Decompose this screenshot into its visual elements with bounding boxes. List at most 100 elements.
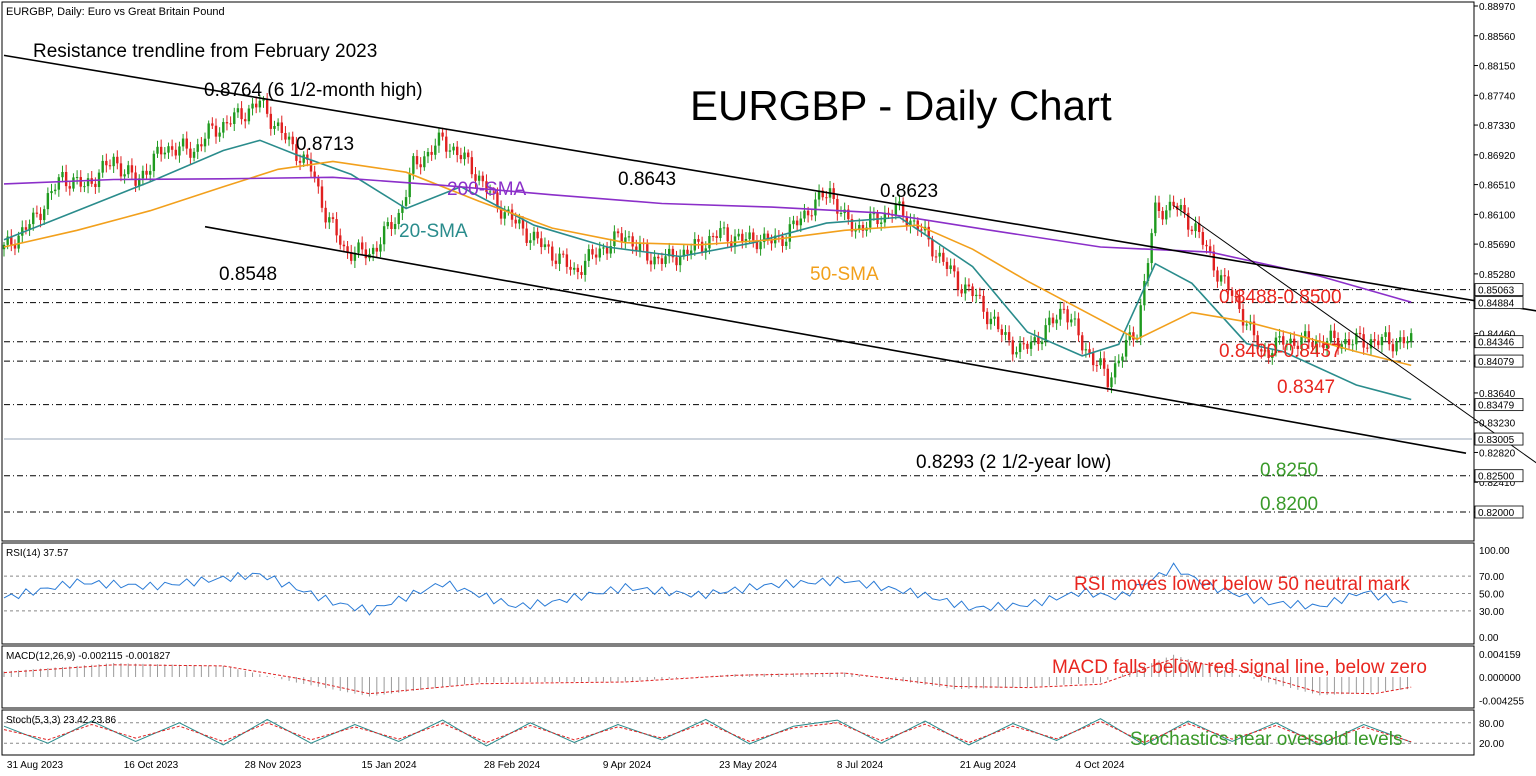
candle-body bbox=[1048, 317, 1051, 326]
candle-body bbox=[1143, 281, 1146, 306]
level-08347: 0.8347 bbox=[1277, 377, 1335, 398]
candle-body bbox=[901, 201, 905, 217]
candle-body bbox=[64, 171, 68, 187]
candle-body bbox=[116, 156, 119, 164]
candle-body bbox=[1329, 330, 1332, 342]
candle-body bbox=[1293, 338, 1296, 346]
candle-body bbox=[233, 112, 236, 124]
candle-body bbox=[477, 175, 481, 181]
candle-body bbox=[942, 252, 945, 262]
candle-body bbox=[1325, 341, 1329, 349]
candle-body bbox=[1340, 344, 1343, 349]
candle-body bbox=[273, 126, 276, 129]
label-08623: 0.8623 bbox=[880, 181, 938, 202]
candle-body bbox=[1336, 337, 1340, 349]
price-tag-box bbox=[1474, 335, 1524, 349]
candle-body bbox=[244, 119, 247, 122]
high-label: 0.8764 (6 1/2-month high) bbox=[204, 80, 423, 101]
candle-body bbox=[638, 242, 642, 252]
macd-note: MACD falls below red signal line, below … bbox=[1052, 657, 1427, 678]
candle-body bbox=[587, 249, 590, 261]
candle-body bbox=[1384, 332, 1387, 337]
candle-body bbox=[203, 138, 207, 147]
candle-body bbox=[931, 239, 934, 257]
candle-body bbox=[1307, 331, 1311, 343]
candle-body bbox=[262, 99, 265, 101]
candle-body bbox=[971, 286, 974, 297]
candle-body bbox=[481, 175, 485, 182]
candle-body bbox=[1373, 339, 1376, 341]
candle-body bbox=[382, 226, 386, 245]
candle-body bbox=[309, 159, 313, 172]
candle-body bbox=[759, 242, 762, 250]
label-08548: 0.8548 bbox=[219, 264, 277, 285]
candle-body bbox=[503, 212, 506, 219]
resistance-trendline bbox=[3, 54, 1536, 312]
candle-body bbox=[17, 235, 20, 249]
candle-body bbox=[386, 222, 389, 227]
candle-body bbox=[1194, 223, 1197, 232]
y-tick-label: 0.87740 bbox=[1479, 91, 1516, 102]
candle-body bbox=[441, 132, 444, 137]
price-tag-label: 0.83005 bbox=[1478, 435, 1515, 446]
y-tick-label: 0.88970 bbox=[1479, 2, 1516, 13]
rsi-tick-label: 30.00 bbox=[1479, 607, 1504, 618]
candle-body bbox=[631, 236, 634, 247]
candle-body bbox=[364, 249, 368, 259]
candle-body bbox=[1073, 318, 1077, 320]
candle-body bbox=[1344, 339, 1347, 345]
candle-body bbox=[883, 212, 887, 223]
candle-body bbox=[675, 257, 678, 266]
candle-body bbox=[960, 289, 963, 294]
rsi-panel-frame bbox=[1, 542, 1475, 645]
price-tag-box bbox=[1474, 296, 1524, 310]
candle-body bbox=[1091, 352, 1095, 366]
candle-body bbox=[222, 122, 225, 133]
candle-body bbox=[112, 156, 115, 167]
candle-body bbox=[510, 209, 514, 220]
candle-body bbox=[1234, 295, 1237, 297]
candle-body bbox=[229, 123, 232, 125]
candle-body bbox=[689, 250, 693, 254]
candle-body bbox=[605, 247, 609, 254]
candle-body bbox=[39, 213, 42, 221]
candle-body bbox=[583, 260, 587, 275]
candle-body bbox=[1303, 331, 1307, 337]
candle-body bbox=[1409, 333, 1413, 342]
candle-body bbox=[861, 224, 865, 231]
stoch-main-line bbox=[3, 718, 1412, 747]
candle-body bbox=[953, 265, 956, 272]
stoch-panel-frame bbox=[1, 709, 1475, 756]
candle-body bbox=[1113, 363, 1117, 378]
price-tag: 0.82000 bbox=[1474, 505, 1524, 519]
candle-body bbox=[163, 152, 167, 155]
x-tick-label: 21 Aug 2024 bbox=[960, 760, 1017, 771]
candle-body bbox=[189, 148, 192, 158]
candle-body bbox=[1110, 377, 1113, 388]
candle-body bbox=[291, 136, 294, 145]
candle-body bbox=[156, 146, 159, 154]
candle-body bbox=[912, 220, 916, 222]
candle-body bbox=[1311, 342, 1314, 348]
candle-body bbox=[419, 164, 422, 168]
candle-body bbox=[1230, 290, 1234, 296]
candle-body bbox=[880, 222, 883, 225]
candle-body bbox=[781, 236, 784, 246]
candle-body bbox=[616, 231, 620, 234]
candle-body bbox=[459, 155, 463, 160]
candle-body bbox=[1037, 337, 1040, 345]
candle-body bbox=[408, 173, 411, 198]
candle-body bbox=[21, 227, 24, 236]
candle-body bbox=[496, 192, 499, 208]
candle-body bbox=[1077, 318, 1080, 336]
stoch-note: Srochastics near oversold levels bbox=[1130, 729, 1402, 750]
price-tag: 0.83479 bbox=[1474, 398, 1524, 412]
sma200-label: 200-SMA bbox=[447, 179, 527, 200]
candle-body bbox=[1161, 211, 1164, 220]
candle-body bbox=[28, 224, 31, 230]
candle-body bbox=[1146, 263, 1150, 282]
candle-body bbox=[627, 236, 631, 238]
candle-body bbox=[594, 254, 598, 258]
candle-body bbox=[894, 203, 898, 216]
y-tick-label: 0.86100 bbox=[1479, 210, 1516, 221]
